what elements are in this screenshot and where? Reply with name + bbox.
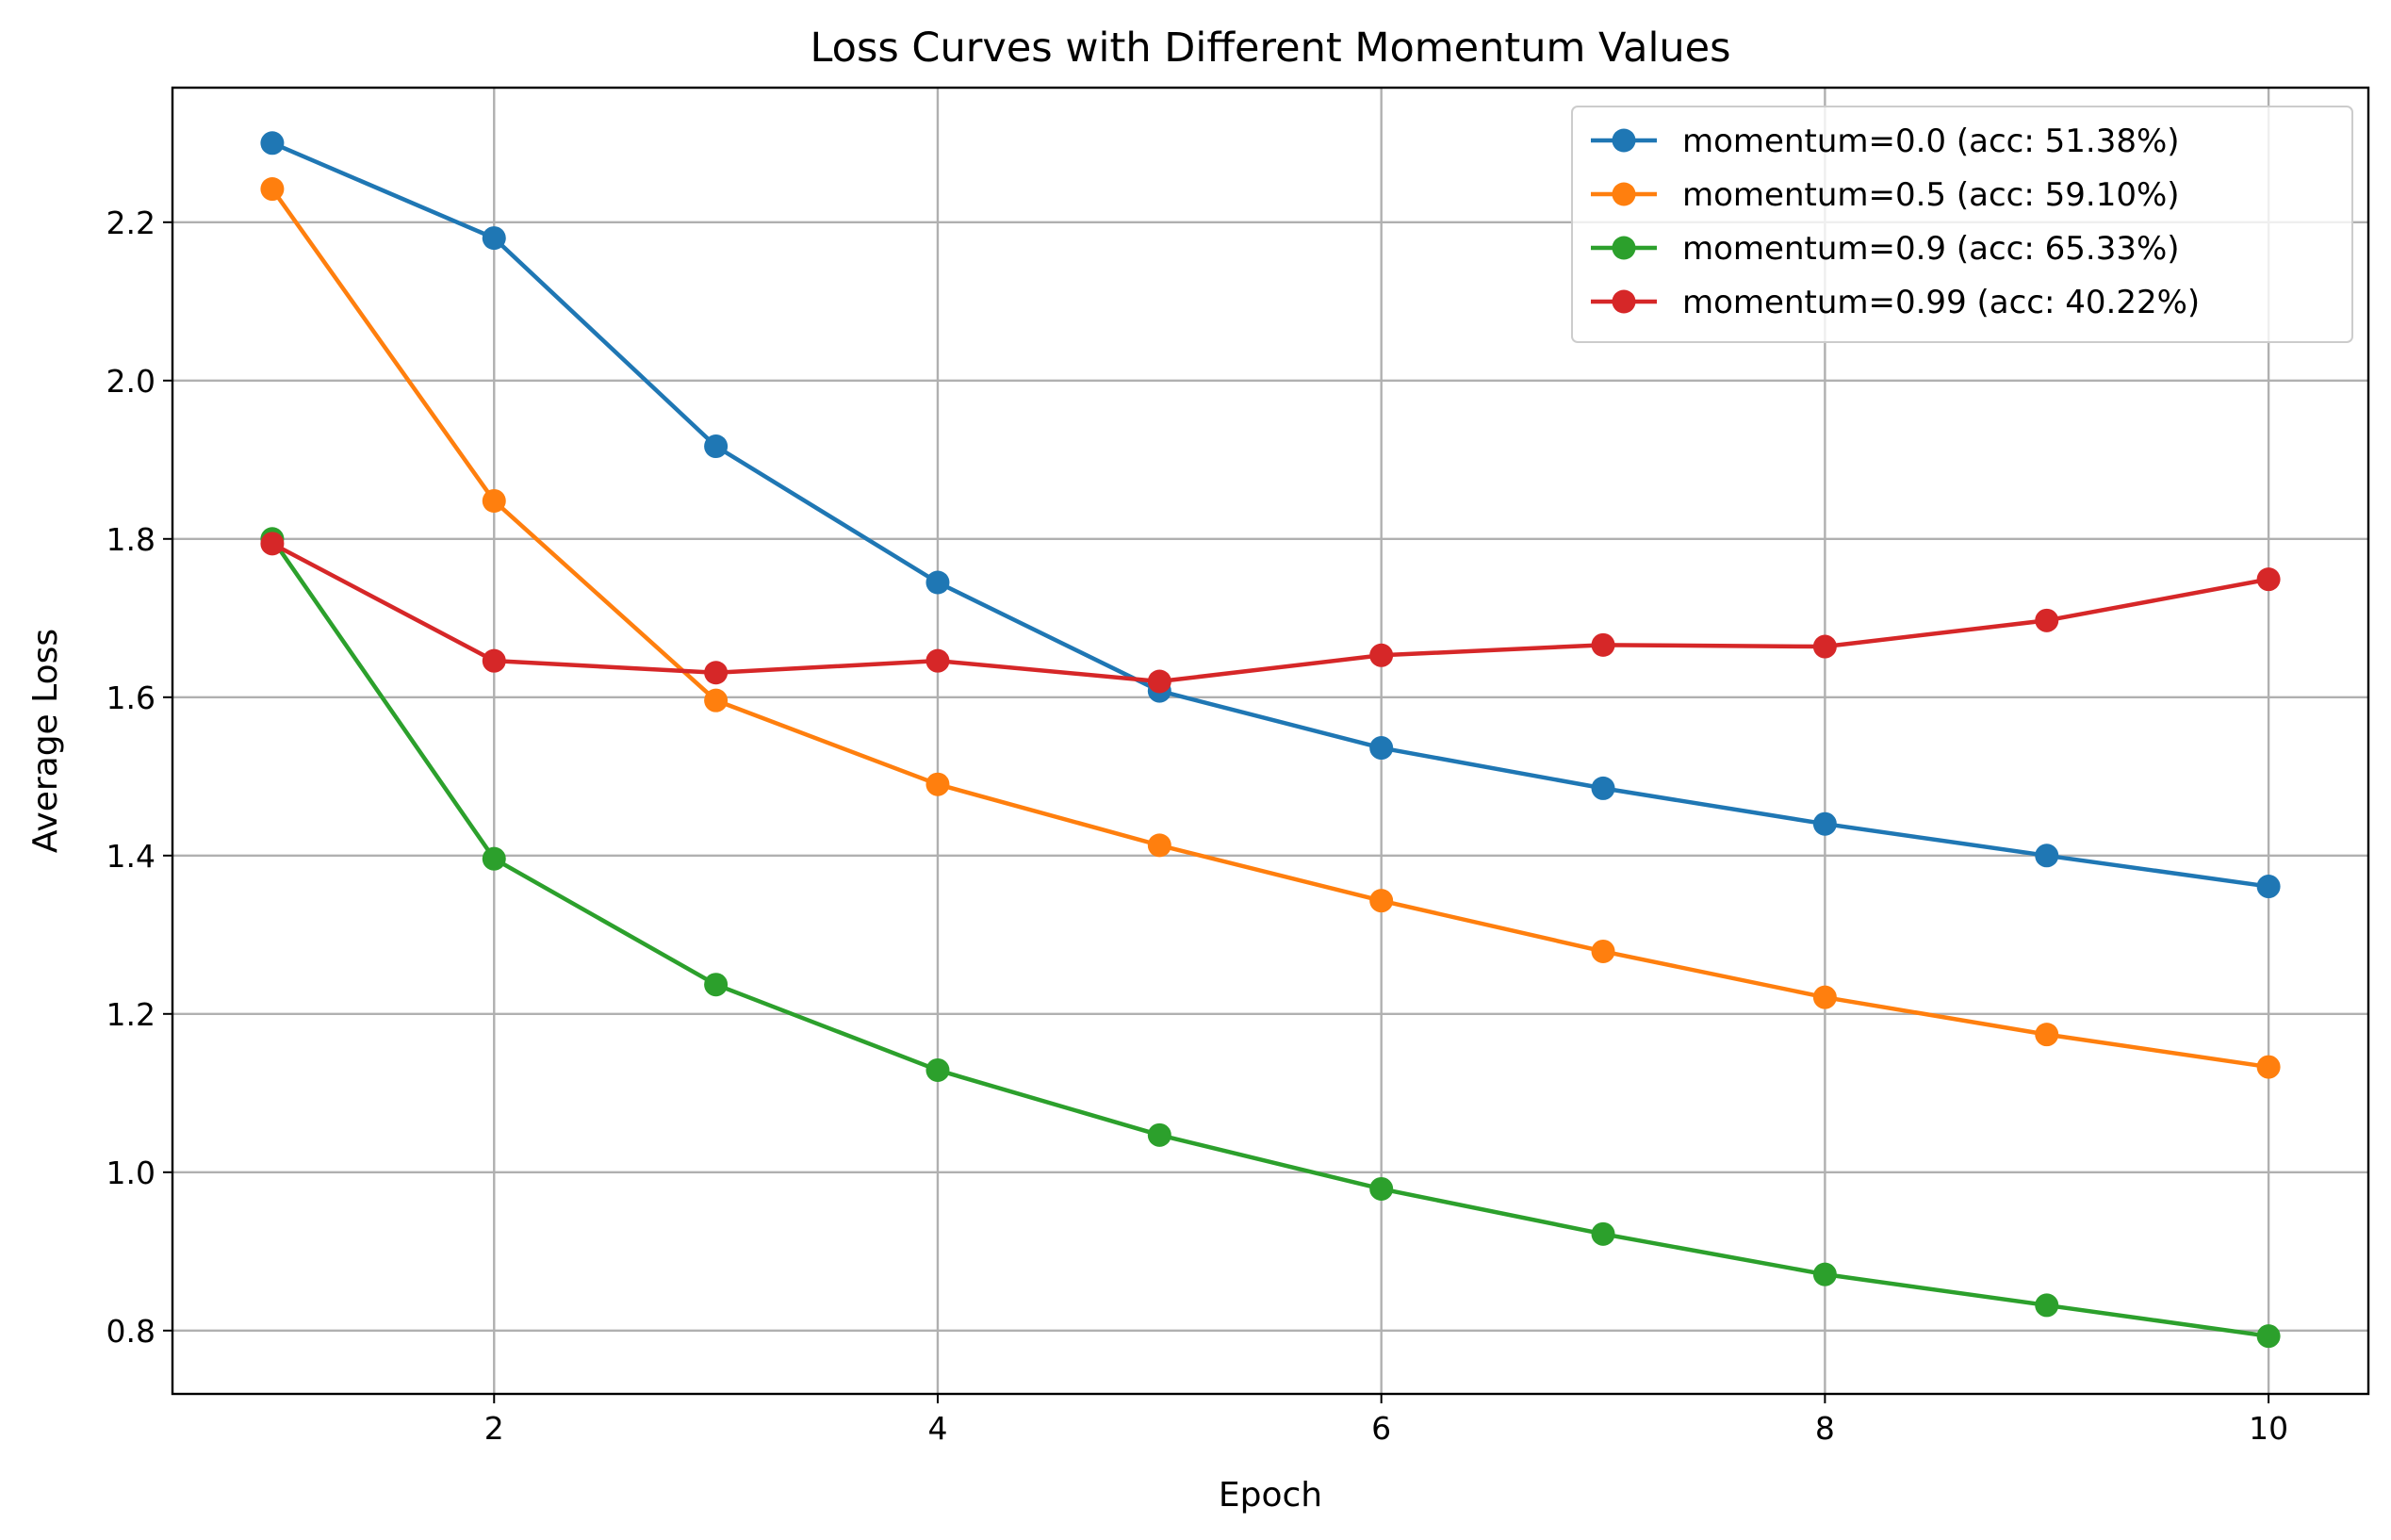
x-tick-label: 10 <box>2249 1410 2288 1447</box>
legend-label: momentum=0.0 (acc: 51.38%) <box>1682 123 2180 160</box>
data-point <box>1591 776 1615 800</box>
legend-marker <box>1612 182 1636 206</box>
y-tick-label: 2.2 <box>106 205 156 241</box>
series-line <box>270 188 2269 1070</box>
series-layer <box>260 131 2281 1349</box>
data-point <box>2256 875 2281 899</box>
legend-marker <box>1612 289 1636 314</box>
data-point <box>1591 632 1615 657</box>
data-point <box>1147 669 1171 694</box>
y-tick-label: 1.6 <box>106 680 156 716</box>
data-point <box>2256 1055 2281 1079</box>
data-point <box>1369 643 1394 667</box>
data-point <box>925 648 950 673</box>
legend-label: momentum=0.5 (acc: 59.10%) <box>1682 176 2180 214</box>
series-2 <box>260 527 2281 1349</box>
series-line <box>271 140 2269 889</box>
y-tick-label: 1.0 <box>106 1155 156 1191</box>
series-line <box>270 541 2269 684</box>
plot-frame <box>171 86 2370 1396</box>
data-point <box>704 434 729 459</box>
y-tick-label: 1.4 <box>106 838 156 875</box>
data-point <box>482 846 506 871</box>
x-axis-label: Epoch <box>1219 1476 1322 1515</box>
data-point <box>1147 1122 1171 1147</box>
y-tick-label: 0.8 <box>106 1313 156 1350</box>
chart-title: Loss Curves with Different Momentum Valu… <box>810 25 1730 72</box>
data-point <box>704 973 729 997</box>
legend-item: momentum=0.9 (acc: 65.33%) <box>1591 230 2180 268</box>
data-point <box>2035 844 2059 868</box>
x-tick-label: 8 <box>1815 1410 1835 1447</box>
data-point <box>482 226 506 251</box>
data-point <box>925 772 950 796</box>
y-tick-label: 2.0 <box>106 363 156 400</box>
data-point <box>1591 939 1615 963</box>
y-tick-label: 1.2 <box>106 996 156 1033</box>
data-point <box>260 532 285 556</box>
data-point <box>1812 811 1837 836</box>
data-point <box>925 1057 950 1082</box>
axis-ticks: 2 4 6 8 10 0.8 1.0 1.2 1.4 1.6 1.8 2.0 2.2 <box>106 205 2289 1447</box>
data-point <box>1369 736 1394 761</box>
data-point <box>2256 567 2281 592</box>
data-point <box>1369 889 1394 913</box>
data-point <box>1591 1221 1615 1246</box>
series-3 <box>260 532 2281 694</box>
data-point <box>704 661 729 685</box>
data-point <box>2256 1324 2281 1349</box>
series-line <box>270 537 2269 1338</box>
legend: momentum=0.0 (acc: 51.38%) momentum=0.5 (… <box>1571 106 2353 343</box>
data-point <box>2035 1023 2059 1047</box>
legend-item: momentum=0.0 (acc: 51.38%) <box>1591 123 2180 160</box>
data-point <box>2035 1293 2059 1318</box>
data-point <box>482 488 506 513</box>
legend-item: momentum=0.5 (acc: 59.10%) <box>1591 176 2180 214</box>
data-point <box>1369 1176 1394 1201</box>
y-axis-label: Average Loss <box>26 629 65 853</box>
series-0 <box>260 131 2281 899</box>
data-point <box>704 688 729 713</box>
legend-label: momentum=0.9 (acc: 65.33%) <box>1682 230 2180 268</box>
legend-marker <box>1612 128 1636 153</box>
x-tick-label: 2 <box>484 1410 504 1447</box>
series-1 <box>260 177 2281 1079</box>
legend-marker <box>1612 236 1636 260</box>
legend-box <box>1571 106 2353 343</box>
y-tick-label: 1.8 <box>106 521 156 558</box>
data-point <box>1812 985 1837 1009</box>
data-point <box>482 648 506 673</box>
legend-item: momentum=0.99 (acc: 40.22%) <box>1591 284 2200 321</box>
data-point <box>1812 1262 1837 1286</box>
data-point <box>260 131 285 156</box>
x-tick-label: 6 <box>1371 1410 1391 1447</box>
data-point <box>925 570 950 595</box>
legend-label: momentum=0.99 (acc: 40.22%) <box>1682 284 2200 321</box>
data-point <box>2035 608 2059 632</box>
data-point <box>1147 833 1171 858</box>
data-point <box>1812 634 1837 659</box>
data-point <box>260 177 285 202</box>
x-tick-label: 4 <box>927 1410 947 1447</box>
